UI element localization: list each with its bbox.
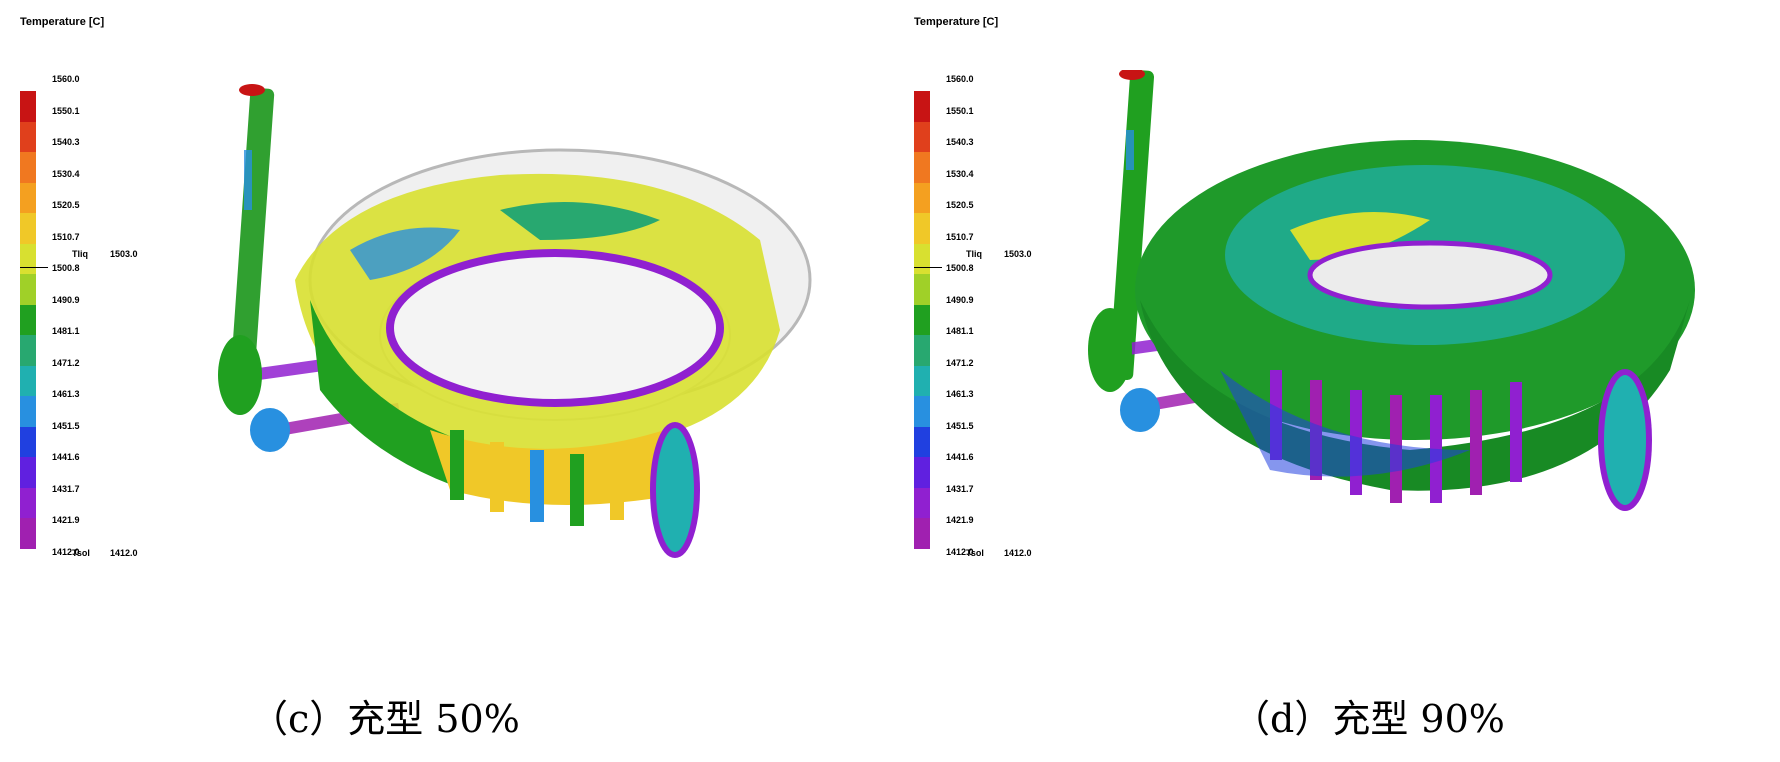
legend-swatch	[20, 396, 36, 428]
tliq-value: 1503.0	[110, 249, 138, 259]
legend-swatch	[914, 426, 930, 458]
tsol-label: Tsol	[72, 548, 90, 558]
color-legend-bar	[914, 91, 930, 550]
legend-tick-label: 1421.9	[52, 515, 80, 525]
legend-tick-label: 1540.3	[946, 137, 974, 147]
tliq-value: 1503.0	[1004, 249, 1032, 259]
legend-tick-label: 1550.1	[52, 105, 80, 116]
legend-tick-label: 1441.6	[52, 452, 80, 462]
legend-swatch	[914, 213, 930, 245]
legend-swatch	[914, 182, 930, 214]
legend-swatch	[914, 518, 930, 550]
legend-swatch	[914, 152, 930, 184]
legend-tick-label: 1540.3	[52, 137, 80, 147]
legend-tick-label: 1520.5	[52, 200, 80, 210]
legend-swatch	[20, 365, 36, 397]
legend-swatch	[20, 182, 36, 214]
legend-swatch	[20, 152, 36, 184]
legend-tick-label: 1461.3	[946, 389, 974, 399]
legend-swatch	[20, 457, 36, 489]
legend-tick-label: 1560.0	[52, 74, 80, 84]
legend-title: Temperature [C]	[914, 16, 999, 28]
legend-tick-label: 1481.1	[52, 326, 80, 336]
legend-tick-label: 1461.3	[52, 389, 80, 399]
legend-swatch	[20, 335, 36, 367]
tsol-value: 1412.0	[110, 548, 138, 558]
legend-swatch	[914, 243, 930, 275]
legend-swatch	[914, 91, 930, 123]
legend-tick-label: 1441.6	[946, 452, 974, 462]
legend-tick-label: 1412.0	[946, 546, 974, 557]
legend-swatch	[20, 274, 36, 306]
color-legend-bar	[20, 91, 36, 550]
tliq-label: Tliq	[966, 249, 982, 259]
legend-swatch	[914, 487, 930, 519]
legend-tick-label: 1500.8	[946, 263, 974, 273]
legend-swatch	[20, 518, 36, 550]
panel-fill-50: Temperature [C] 1560.0 1550.1 1540.3 1530.4…	[20, 16, 812, 741]
tsol-label: Tsol	[966, 548, 984, 558]
legend-swatch	[914, 335, 930, 367]
legend-tick-label: 1471.2	[52, 357, 80, 368]
legend-tick-label: 1412.0	[52, 546, 80, 557]
tliq-marker-line	[20, 267, 48, 268]
legend-title: Temperature [C]	[20, 16, 105, 28]
caption: （d）充型 90%	[1232, 697, 1505, 741]
legend-tick-label: 1471.2	[946, 357, 974, 368]
legend-tick-label: 1451.5	[52, 420, 80, 431]
legend-swatch	[20, 487, 36, 519]
legend-tick-label: 1550.1	[946, 105, 974, 116]
legend-tick-label: 1451.5	[946, 420, 974, 431]
legend-swatch	[20, 426, 36, 458]
caption: （c）充型 50%	[250, 697, 520, 741]
legend-swatch	[20, 91, 36, 123]
legend-tick-label: 1510.7	[52, 231, 80, 242]
legend-tick-label: 1530.4	[946, 168, 974, 179]
legend-swatch	[914, 304, 930, 336]
tsol-value: 1412.0	[1004, 548, 1032, 558]
legend-tick-label: 1490.9	[946, 294, 974, 305]
tliq-marker-line	[914, 267, 942, 268]
legend-tick-label: 1520.5	[946, 200, 974, 210]
legend-swatch	[914, 274, 930, 306]
legend-tick-label: 1431.7	[52, 483, 80, 494]
casting-simulation-image	[1088, 70, 1695, 511]
legend-tick-label: 1530.4	[52, 168, 80, 179]
legend-tick-label: 1490.9	[52, 294, 80, 305]
legend-tick-label: 1481.1	[946, 326, 974, 336]
legend-swatch	[914, 121, 930, 153]
casting-simulation-image	[218, 84, 812, 558]
legend-tick-label: 1431.7	[946, 483, 974, 494]
tliq-label: Tliq	[72, 249, 88, 259]
legend-tick-label: 1510.7	[946, 231, 974, 242]
legend-tick-label: 1560.0	[946, 74, 974, 84]
legend-swatch	[914, 396, 930, 428]
legend-swatch	[20, 243, 36, 275]
legend-swatch	[20, 213, 36, 245]
panel-fill-90: Temperature [C] 1560.0 1550.1 1540.3 1530.4…	[890, 0, 1780, 762]
legend-swatch	[20, 121, 36, 153]
legend-tick-label: 1421.9	[946, 515, 974, 525]
legend-tick-label: 1500.8	[52, 263, 80, 273]
legend-swatch	[914, 457, 930, 489]
legend-swatch	[914, 365, 930, 397]
legend-swatch	[20, 304, 36, 336]
